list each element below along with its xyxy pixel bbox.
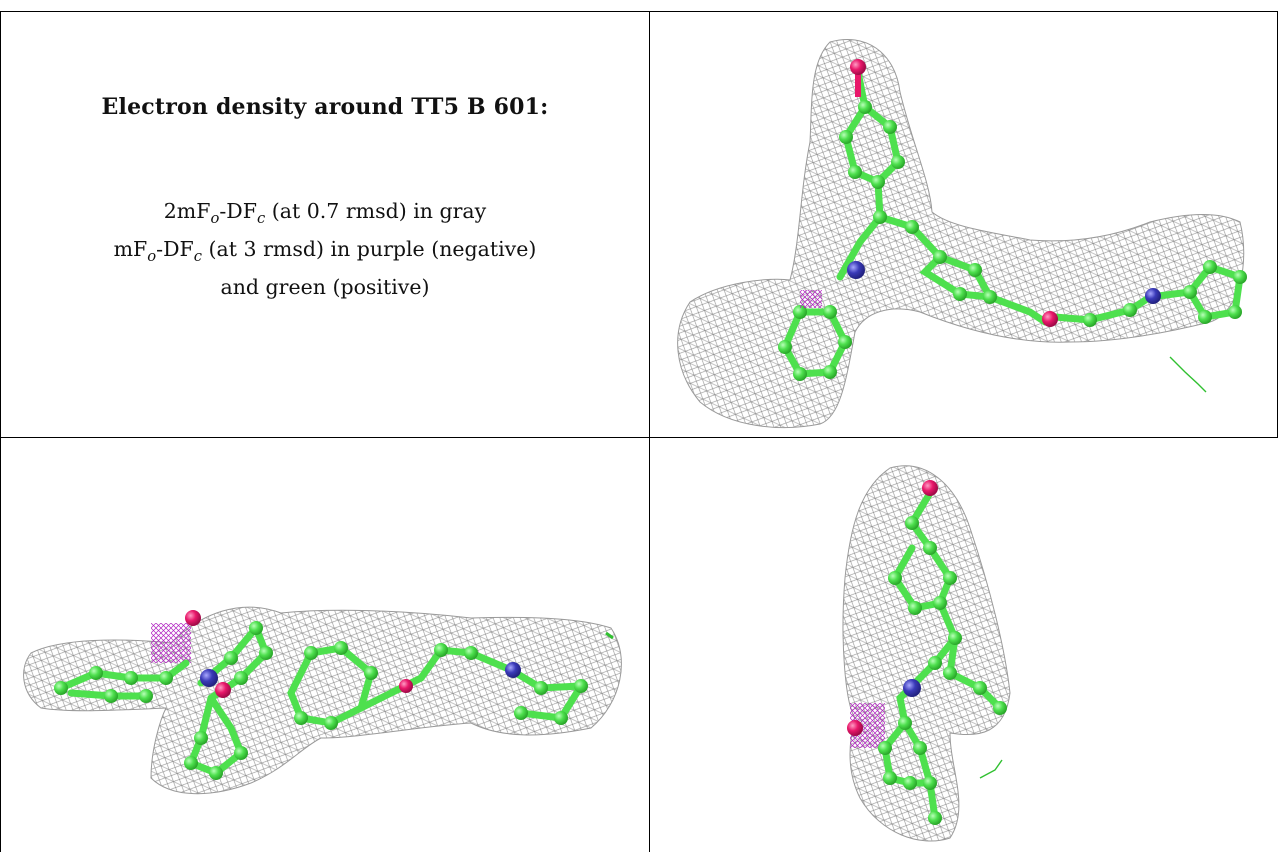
molecule-density-view xyxy=(677,38,1247,428)
molecule-density-view xyxy=(23,606,622,795)
caption-title: Electron density around TT5 B 601: xyxy=(101,94,549,120)
legend-text: (at 0.7 rmsd) in gray xyxy=(265,199,487,223)
legend-line-2fofc: 2mFo-DFc (at 0.7 rmsd) in gray xyxy=(20,196,630,234)
atom-markers xyxy=(847,480,1007,825)
table-border-top xyxy=(0,11,1278,12)
legend-text: -DF xyxy=(219,199,257,223)
legend-text: mF xyxy=(113,237,148,262)
table-border-center xyxy=(649,11,650,852)
legend-line-fofc: mFo-DFc (at 3 rmsd) in purple (negative) xyxy=(20,234,630,272)
table-border-middle xyxy=(0,437,1278,438)
legend-subscript: c xyxy=(256,210,266,228)
legend-line-positive: and green (positive) xyxy=(220,275,430,300)
atom-markers xyxy=(54,610,588,780)
legend-subscript: o xyxy=(147,248,157,266)
caption-cell: Electron density around TT5 B 601: 2mFo-… xyxy=(20,94,630,302)
legend-subscript: c xyxy=(193,248,203,266)
table-border-left xyxy=(0,11,1,852)
legend-text: 2mF xyxy=(163,199,211,223)
density-panel-bottom-left xyxy=(1,438,649,852)
legend-text: (at 3 rmsd) in purple (negative) xyxy=(202,237,537,262)
caption-legend: 2mFo-DFc (at 0.7 rmsd) in gray mFo-DFc (… xyxy=(20,196,630,302)
legend-subscript: o xyxy=(210,210,220,228)
density-panel-bottom-right xyxy=(650,438,1277,852)
legend-text: -DF xyxy=(156,237,194,262)
molecule-density-view xyxy=(842,465,1011,842)
density-panel-top-right xyxy=(650,12,1277,437)
atom-markers xyxy=(778,59,1247,381)
